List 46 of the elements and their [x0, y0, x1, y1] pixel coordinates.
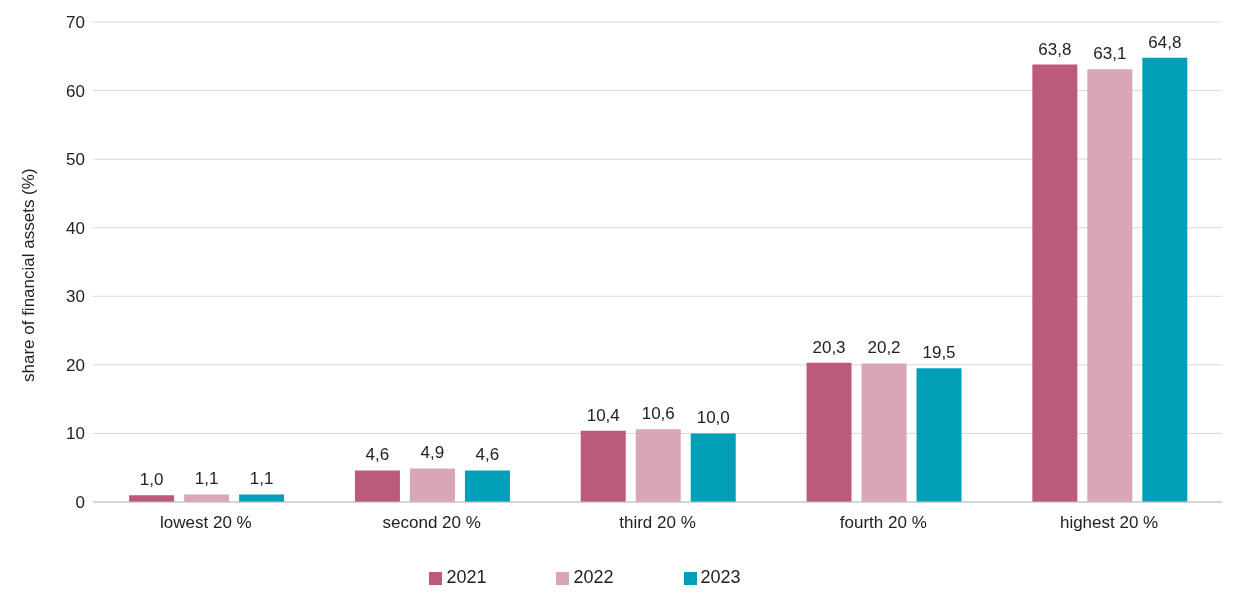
- y-tick-label: 10: [66, 424, 85, 444]
- data-label: 4,6: [475, 445, 500, 465]
- y-tick-label: 0: [75, 493, 85, 513]
- bar: [354, 470, 400, 502]
- data-label: 10,6: [641, 404, 675, 424]
- bar: [916, 368, 962, 502]
- data-label: 20,3: [812, 337, 846, 357]
- bar: [464, 470, 510, 502]
- bar: [184, 494, 230, 502]
- x-tick-label: third 20 %: [619, 513, 696, 533]
- y-tick-label: 50: [66, 150, 85, 170]
- bar: [1087, 69, 1133, 502]
- data-label: 1,1: [194, 469, 219, 489]
- y-tick-label: 70: [66, 13, 85, 33]
- bar: [690, 433, 736, 502]
- bar: [635, 429, 681, 502]
- x-tick-label: lowest 20 %: [160, 513, 252, 533]
- data-label: 20,2: [867, 338, 901, 358]
- bar: [1032, 64, 1078, 502]
- y-tick-label: 20: [66, 355, 85, 375]
- y-tick-label: 40: [66, 218, 85, 238]
- y-tick-label: 30: [66, 287, 85, 307]
- data-label: 1,1: [249, 469, 274, 489]
- bar: [806, 362, 852, 502]
- bar: [409, 468, 455, 502]
- bar: [239, 494, 285, 502]
- bar: [580, 430, 626, 502]
- legend-label: 2023: [700, 567, 741, 587]
- data-label: 63,8: [1038, 39, 1072, 59]
- data-label: 10,4: [586, 405, 620, 425]
- data-label: 19,5: [922, 343, 956, 363]
- data-label: 10,0: [696, 408, 730, 428]
- data-label: 1,0: [139, 470, 164, 490]
- data-label: 4,9: [420, 443, 445, 463]
- x-tick-label: second 20 %: [382, 513, 481, 533]
- data-label: 63,1: [1093, 44, 1127, 64]
- legend-label: 2022: [573, 567, 614, 587]
- data-label: 64,8: [1148, 32, 1182, 52]
- legend-label: 2021: [446, 567, 487, 587]
- y-axis-title: share of financial assets (%): [19, 168, 39, 382]
- bar: [1142, 57, 1188, 502]
- x-tick-label: fourth 20 %: [839, 513, 927, 533]
- bar: [861, 363, 907, 502]
- data-label: 4,6: [365, 445, 390, 465]
- y-tick-label: 60: [66, 81, 85, 101]
- x-tick-label: highest 20 %: [1059, 513, 1159, 533]
